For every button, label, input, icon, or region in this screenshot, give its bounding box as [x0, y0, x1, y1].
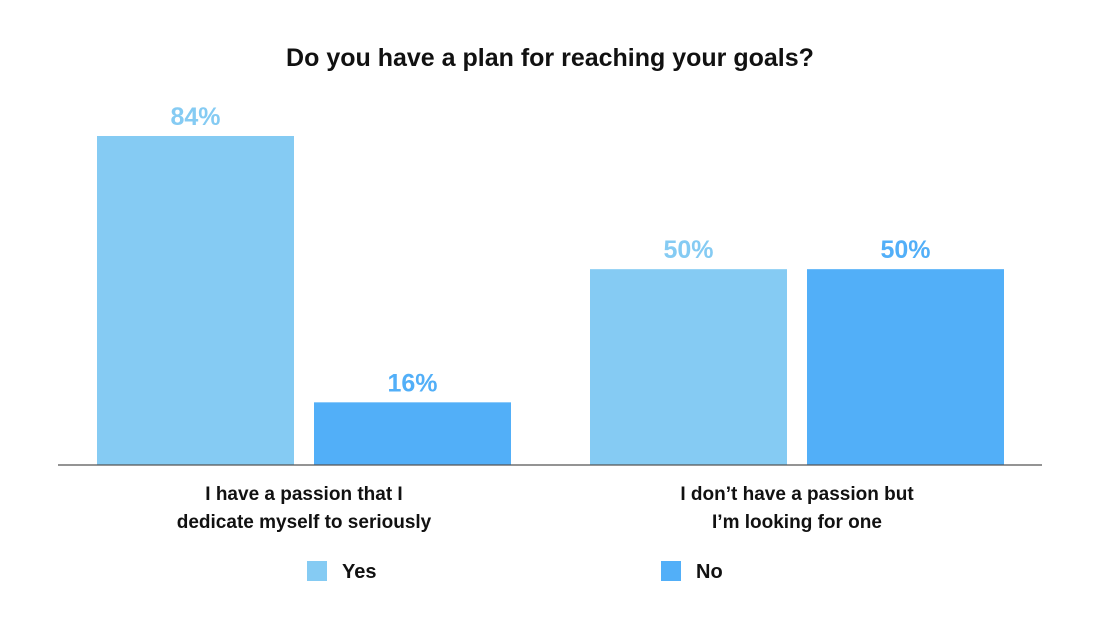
bars-layer: 84% 16% 50% 50% — [97, 103, 1004, 465]
value-label-no-2: 50% — [880, 236, 930, 264]
bar-no-2 — [807, 269, 1004, 465]
legend: Yes No — [307, 561, 723, 583]
legend-item-yes: Yes — [307, 561, 376, 583]
legend-swatch-no — [661, 561, 681, 581]
value-label-yes-2: 50% — [663, 236, 713, 264]
bar-yes-2 — [590, 269, 787, 465]
category-label-2-line-1: I don’t have a passion but — [680, 484, 914, 505]
category-label-1-line-1: I have a passion that I — [205, 484, 402, 505]
legend-item-no: No — [661, 561, 723, 583]
value-label-no-1: 16% — [387, 369, 437, 397]
bar-no-1 — [314, 402, 511, 465]
chart-title: Do you have a plan for reaching your goa… — [286, 44, 814, 72]
legend-label-no: No — [696, 561, 723, 583]
category-label-1-line-2: dedicate myself to seriously — [177, 512, 432, 533]
category-labels: I have a passion that I dedicate myself t… — [177, 484, 915, 533]
bar-yes-1 — [97, 136, 294, 465]
category-label-2-line-2: I’m looking for one — [712, 512, 882, 533]
legend-label-yes: Yes — [342, 561, 376, 583]
value-label-yes-1: 84% — [170, 103, 220, 131]
legend-swatch-yes — [307, 561, 327, 581]
